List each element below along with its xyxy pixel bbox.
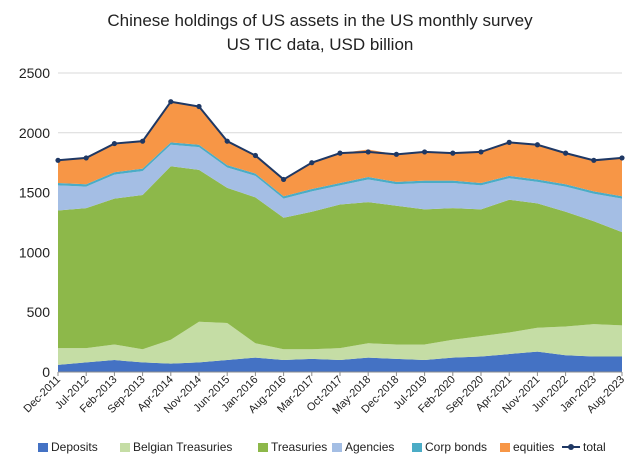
legend-swatch-treasuries (258, 443, 268, 452)
legend-label-deposits: Deposits (51, 440, 98, 454)
total-point-7 (252, 152, 258, 159)
legend-swatch-equities (500, 443, 510, 452)
legend-item-total: total (562, 440, 606, 454)
y-tick-label-3: 1500 (19, 185, 50, 201)
total-point-8 (281, 176, 287, 183)
legend-label-total: total (583, 440, 606, 454)
legend-label-equities: equities (513, 440, 554, 454)
legend-swatch-corp-bonds (412, 443, 422, 452)
legend-label-agencies: Agencies (345, 440, 394, 454)
stacked-areas (58, 101, 622, 372)
area-corp-bonds (58, 142, 622, 199)
legend-item-equities: equities (500, 440, 554, 454)
legend-marker-total (568, 444, 574, 450)
total-point-3 (140, 138, 146, 144)
total-point-10 (337, 150, 343, 156)
area-deposits (58, 351, 622, 372)
total-point-0 (55, 157, 61, 163)
total-point-17 (534, 142, 541, 148)
legend-item-agencies: Agencies (332, 440, 394, 454)
total-point-9 (309, 160, 315, 166)
area-equities (58, 101, 622, 197)
legend-swatch-deposits (38, 443, 48, 452)
legend-swatch-belgian-treasuries (120, 443, 130, 452)
total-line-series (55, 99, 625, 183)
x-axis-ticks: Dec-2011Jul-2012Feb-2013Sep-2013Apr-2014… (21, 372, 627, 417)
total-point-15 (478, 149, 484, 155)
legend-label-belgian-treasuries: Belgian Treasuries (133, 440, 232, 454)
legend-label-corp-bonds: Corp bonds (425, 440, 487, 454)
total-point-12 (393, 151, 399, 157)
legend-swatch-agencies (332, 443, 342, 452)
legend-item-treasuries: Treasuries (258, 440, 327, 454)
y-tick-label-1: 500 (27, 304, 51, 320)
y-tick-label-5: 2500 (19, 65, 50, 81)
y-tick-label-4: 2000 (19, 125, 50, 141)
total-point-19 (591, 157, 597, 163)
legend-item-deposits: Deposits (38, 440, 98, 454)
y-axis-ticks: 0 500 1000 1500 2000 2500 (19, 65, 50, 380)
total-point-2 (111, 140, 117, 147)
total-point-20 (619, 155, 625, 161)
chart-subtitle: US TIC data, USD billion (227, 35, 414, 54)
total-point-13 (422, 149, 428, 155)
legend: Deposits Belgian Treasuries Treasuries Agen… (38, 440, 606, 454)
legend-label-treasuries: Treasuries (271, 440, 327, 454)
y-tick-label-2: 1000 (19, 244, 50, 260)
total-point-14 (450, 150, 456, 156)
area-treasuries (58, 166, 622, 350)
legend-item-belgian-treasuries: Belgian Treasuries (120, 440, 232, 454)
chart-title: Chinese holdings of US assets in the US … (107, 11, 533, 30)
total-point-5 (196, 103, 202, 110)
total-point-18 (563, 150, 569, 156)
total-point-4 (168, 99, 174, 105)
total-point-16 (506, 139, 512, 145)
total-point-11 (365, 149, 371, 155)
legend-item-corp-bonds: Corp bonds (412, 440, 487, 454)
area-belgian-treasuries (58, 321, 622, 365)
total-point-1 (83, 155, 89, 161)
area-agencies (58, 144, 622, 233)
total-point-6 (224, 138, 230, 144)
y-tick-label-0: 0 (42, 364, 50, 380)
